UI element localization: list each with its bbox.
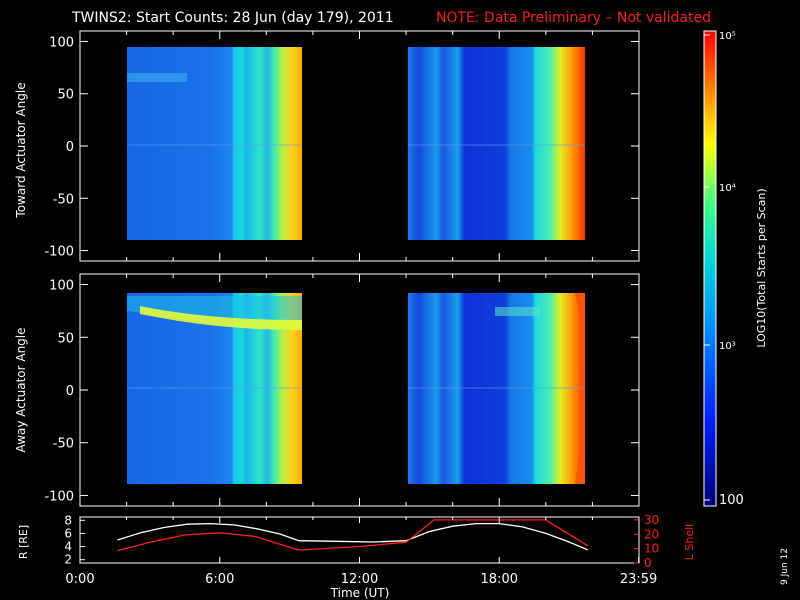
right-ytick-label: 30 (644, 513, 659, 527)
colorbar-tick-label: 10⁴ (719, 183, 736, 194)
time-axis-label: Time (UT) (330, 586, 390, 600)
ytick-label: 0 (66, 140, 74, 155)
colorbar-tick-label: 10³ (719, 341, 736, 352)
ytick-label: -100 (44, 489, 74, 504)
ytick-label: -50 (53, 437, 74, 452)
left-ytick-label: 8 (64, 513, 72, 527)
orbit-left-ylabel: R [RE] (17, 525, 30, 559)
away-segment-1-band (140, 306, 302, 330)
right-ytick-label: 10 (644, 542, 659, 556)
xtick-label: 6:00 (205, 572, 234, 587)
away-axes: 100 50 0 -50 -100 (44, 274, 640, 506)
toward-segment-1-band (127, 73, 187, 82)
away-heatmap (127, 293, 585, 484)
left-ytick-label: 2 (64, 553, 72, 567)
left-ytick-label: 6 (64, 526, 72, 540)
toward-axes: 100 50 0 -50 -100 (44, 31, 640, 261)
left-ytick-label: 4 (64, 540, 72, 554)
toward-heatmap (127, 47, 585, 240)
series-line-r (117, 522, 589, 551)
ytick-label: 100 (49, 35, 74, 50)
right-ytick-label: 0 (644, 556, 652, 570)
orbit-panel-frame (79, 516, 640, 564)
ytick-label: -100 (44, 245, 74, 260)
orbit-lines (117, 519, 589, 552)
preliminary-note: NOTE: Data Preliminary – Not validated (436, 10, 711, 26)
toward-ylabel: Toward Actuator Angle (14, 82, 28, 218)
colorbar-tick-label: 10⁵ (719, 31, 736, 42)
chart-title: TWINS2: Start Counts: 28 Jun (day 179), … (71, 10, 394, 26)
ytick-label: 0 (66, 384, 74, 399)
ytick-label: 100 (49, 279, 74, 294)
colorbar-ticks: 10⁵ 10⁴ 10³ 100 (704, 31, 744, 508)
ytick-label: 50 (57, 331, 74, 346)
right-ytick-label: 20 (644, 527, 659, 541)
colorbar-label: LOG10(Total Starts per Scan) (755, 188, 768, 347)
colorbar-tick-label: 100 (719, 493, 744, 508)
xtick-label: 0:00 (65, 572, 94, 587)
ytick-label: 50 (57, 88, 74, 103)
xtick-label: 18:00 (481, 572, 518, 587)
xtick-label: 12:00 (341, 572, 378, 587)
away-ylabel: Away Actuator Angle (14, 327, 28, 452)
orbit-right-ylabel: L Shell (683, 524, 696, 560)
series-line-lshell (117, 519, 589, 552)
toward-segment-2 (408, 47, 585, 240)
ytick-label: -50 (53, 192, 74, 207)
date-stamp: 9 Jun 12 (780, 548, 790, 585)
colorbar (703, 30, 717, 507)
xtick-label: 23:59 (620, 572, 657, 587)
